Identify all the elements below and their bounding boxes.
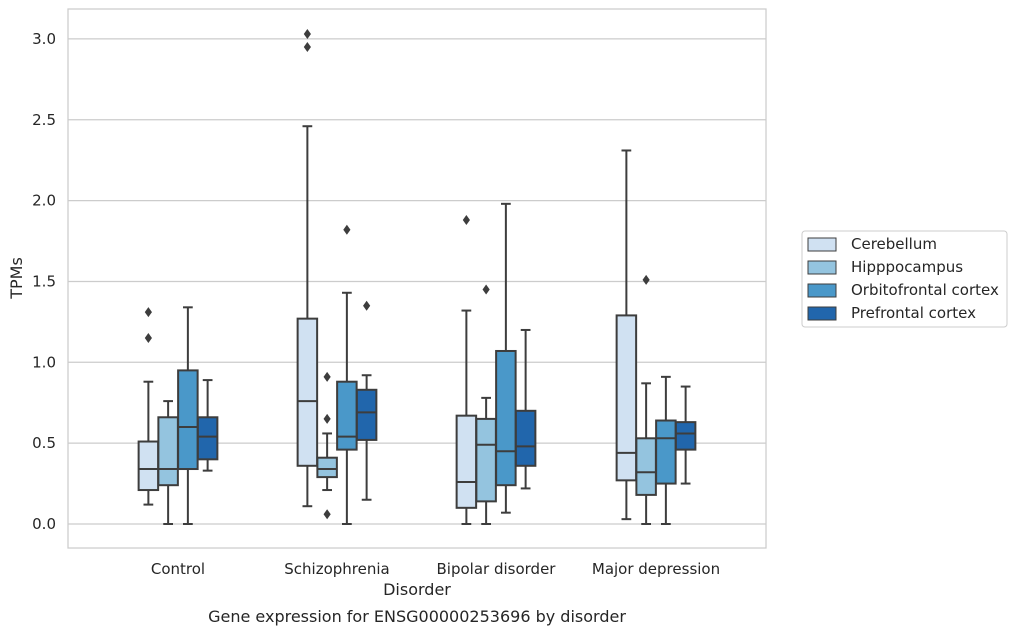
outlier-point: [323, 413, 331, 424]
y-tick-label: 2.5: [32, 111, 56, 129]
legend-swatch: [807, 306, 837, 321]
box-body: [157, 416, 179, 487]
y-tick-label: 1.0: [32, 353, 56, 371]
box-cerebellum: [615, 149, 638, 521]
legend-label: Orbitofrontal cortex: [851, 281, 999, 299]
box-prefrontal-cortex: [674, 385, 697, 485]
box-body: [475, 417, 497, 503]
outlier-point: [323, 509, 331, 520]
outlier-point: [343, 224, 351, 235]
box-body: [296, 317, 319, 467]
outlier-point: [144, 307, 152, 318]
figure-caption: Gene expression for ENSG00000253696 by d…: [208, 607, 626, 626]
outlier-point: [323, 371, 331, 382]
box-orbitofrontal-cortex: [655, 375, 677, 525]
box-body: [674, 421, 697, 451]
box-orbitofrontal-cortex: [177, 306, 199, 525]
box-body: [355, 388, 378, 441]
legend: Cerebellum Hipppocampus Orbitofrontal cort…: [801, 230, 1008, 328]
box-orbitofrontal-cortex: [336, 224, 358, 525]
box-body: [615, 314, 638, 482]
box-marks: [137, 29, 697, 525]
box-body: [514, 409, 537, 467]
box-cerebellum: [455, 215, 478, 525]
outlier-point: [363, 300, 371, 311]
x-tick-label: Control: [151, 560, 205, 578]
x-tick-label: Bipolar disorder: [437, 560, 557, 578]
box-body: [316, 456, 338, 479]
box-body: [177, 369, 199, 471]
outlier-point: [303, 41, 311, 52]
box-body: [495, 349, 517, 487]
outlier-point: [303, 29, 311, 40]
y-tick-label: 2.0: [32, 192, 56, 210]
box-orbitofrontal-cortex: [495, 202, 517, 514]
legend-swatch: [807, 260, 837, 275]
outlier-point: [642, 274, 650, 285]
box-body: [455, 414, 478, 509]
y-tick-label: 1.5: [32, 272, 56, 290]
legend-label: Hipppocampus: [851, 258, 963, 276]
outlier-point: [482, 284, 490, 295]
box-hipppocampus: [635, 274, 657, 525]
box-cerebellum: [296, 29, 319, 508]
legend-frame: [801, 230, 1008, 328]
box-body: [196, 416, 219, 461]
box-cerebellum: [137, 307, 160, 506]
y-tick-label: 0.5: [32, 434, 56, 452]
y-tick-labels: 0.0 0.5 1.0 1.5 2.0 2.5 3.0: [32, 30, 56, 533]
y-axis-title: TPMs: [7, 257, 26, 300]
box-hipppocampus: [475, 284, 497, 525]
x-tick-label: Major depression: [592, 560, 720, 578]
plot-area-frame: [67, 8, 767, 549]
box-body: [655, 419, 677, 485]
legend-label: Prefrontal cortex: [851, 304, 976, 322]
box-prefrontal-cortex: [355, 300, 378, 501]
box-body: [336, 380, 358, 451]
legend-label: Cerebellum: [851, 235, 937, 253]
box-hipppocampus: [316, 371, 338, 520]
legend-swatch: [807, 283, 837, 298]
x-tick-labels: Control Schizophrenia Bipolar disorder Majo…: [151, 560, 720, 578]
box-prefrontal-cortex: [196, 379, 219, 472]
outlier-point: [462, 215, 470, 226]
outlier-point: [144, 333, 152, 344]
y-tick-label: 3.0: [32, 30, 56, 48]
x-tick-label: Schizophrenia: [284, 560, 389, 578]
y-tick-label: 0.0: [32, 515, 56, 533]
box-prefrontal-cortex: [514, 328, 537, 490]
box-hipppocampus: [157, 400, 179, 525]
box-body: [137, 440, 160, 492]
legend-swatch: [807, 237, 837, 252]
box-body: [635, 437, 657, 496]
x-axis-title: Disorder: [383, 580, 451, 599]
